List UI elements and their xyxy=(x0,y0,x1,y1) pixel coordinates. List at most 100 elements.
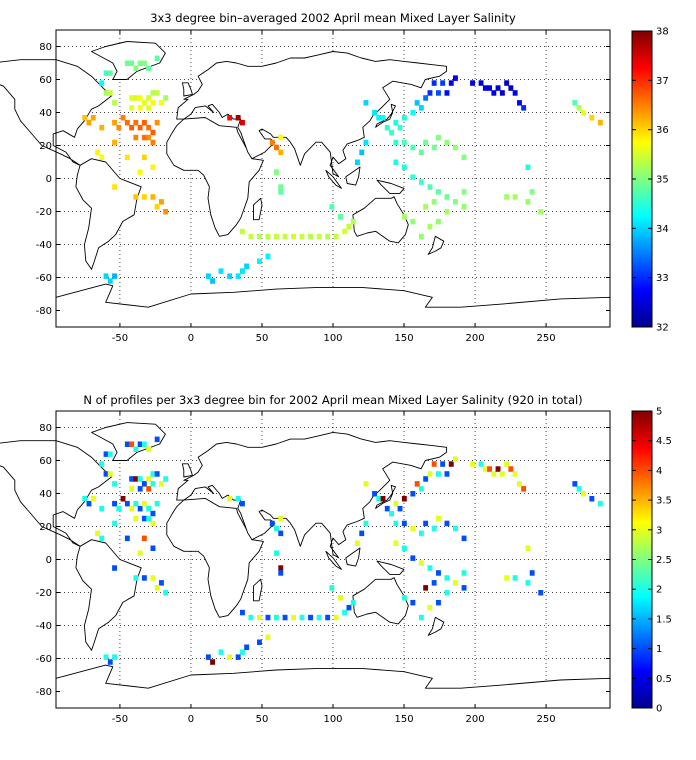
data-cell xyxy=(265,233,271,240)
data-cell xyxy=(418,530,424,537)
data-cell xyxy=(431,144,437,151)
data-cell xyxy=(393,119,399,126)
y-tick-label: -80 xyxy=(36,687,52,698)
colorbar-tick-label: 2.5 xyxy=(656,555,672,566)
data-cell xyxy=(159,481,164,487)
y-tick-label: -40 xyxy=(36,621,52,632)
data-cell xyxy=(141,154,147,161)
data-cell xyxy=(423,139,429,146)
data-cell xyxy=(461,535,467,542)
data-cell xyxy=(525,164,531,170)
landmass-new-zealand xyxy=(427,616,445,636)
data-cell xyxy=(129,124,135,131)
y-tick-label: 60 xyxy=(39,75,52,86)
data-cell xyxy=(129,105,135,111)
data-cell xyxy=(133,65,139,71)
landmass-new-zealand xyxy=(427,235,445,255)
data-cell xyxy=(120,115,126,121)
data-cell xyxy=(107,451,113,457)
data-cell xyxy=(154,436,160,443)
data-cell xyxy=(227,273,233,279)
data-cell xyxy=(504,461,510,467)
data-cell xyxy=(389,510,394,517)
data-cell xyxy=(589,496,595,502)
colorbar-tick-label: 3 xyxy=(656,525,662,536)
data-cell xyxy=(397,124,403,131)
data-cell xyxy=(525,199,531,205)
data-cell xyxy=(453,144,458,151)
data-cell xyxy=(355,540,360,546)
chart-title: N of profiles per 3x3 degree bin for 200… xyxy=(83,393,582,407)
x-tick-label: 0 xyxy=(188,333,194,344)
x-tick-label: 250 xyxy=(537,714,556,725)
data-cell xyxy=(112,100,117,106)
colorbar: 0 0.5 1 1.5 2 2.5 3 3.5 4 4.5 5 xyxy=(631,407,672,715)
data-cell xyxy=(240,609,245,616)
data-cell xyxy=(112,273,117,279)
data-cell xyxy=(597,119,603,126)
data-cell xyxy=(418,560,424,566)
data-cell xyxy=(154,119,160,126)
data-cell xyxy=(589,115,595,121)
data-cell xyxy=(363,100,369,106)
data-cell xyxy=(248,233,254,240)
data-cell xyxy=(436,189,441,195)
data-cell xyxy=(154,90,160,96)
data-cell xyxy=(99,124,105,131)
data-cell xyxy=(257,639,262,645)
data-cell xyxy=(308,614,313,621)
data-cell xyxy=(150,545,156,551)
y-tick-label: 60 xyxy=(39,456,52,467)
data-cell xyxy=(401,139,407,146)
data-cell xyxy=(133,476,139,482)
data-cell xyxy=(410,110,416,116)
data-cell xyxy=(141,194,147,200)
data-cell xyxy=(103,90,109,96)
data-cell xyxy=(257,258,262,264)
data-cell xyxy=(146,505,152,512)
data-cell xyxy=(427,471,433,477)
data-cell xyxy=(423,585,429,591)
data-cell xyxy=(401,214,407,220)
data-cell xyxy=(150,129,156,136)
data-cell xyxy=(240,228,245,235)
data-cell xyxy=(444,209,450,215)
data-cell xyxy=(133,515,139,522)
data-cell xyxy=(316,614,322,621)
colorbar-tick-label: 0.5 xyxy=(656,674,672,685)
data-cell xyxy=(444,194,450,200)
data-cell xyxy=(159,580,164,586)
data-cell xyxy=(154,471,160,477)
data-cell xyxy=(410,525,416,532)
data-cell xyxy=(146,446,152,452)
landmass-japan xyxy=(375,484,396,509)
data-cell xyxy=(265,634,271,641)
data-cell xyxy=(444,590,450,596)
data-cell xyxy=(504,80,510,86)
data-cell xyxy=(227,115,233,121)
data-cell xyxy=(150,575,156,581)
data-cell xyxy=(291,614,296,621)
data-cell xyxy=(154,55,160,62)
data-cell xyxy=(418,486,424,492)
data-cell xyxy=(427,90,433,96)
data-cell xyxy=(240,268,245,274)
data-cell xyxy=(146,65,152,71)
colorbar-ticks: 0 0.5 1 1.5 2 2.5 3 3.5 4 4.5 5 xyxy=(632,407,672,715)
data-cell xyxy=(150,481,156,487)
data-cell xyxy=(133,119,139,126)
data-cell xyxy=(112,520,117,527)
data-cell xyxy=(129,441,135,447)
data-cell xyxy=(418,233,424,240)
landmass-borneo xyxy=(345,166,361,186)
data-cell xyxy=(227,654,233,660)
y-tick-label: -60 xyxy=(36,273,52,284)
data-cell xyxy=(137,105,143,111)
data-cell xyxy=(235,115,241,121)
data-cell xyxy=(410,491,416,497)
colorbar-tick-label: 32 xyxy=(656,323,669,334)
data-cell xyxy=(274,614,279,621)
data-cell xyxy=(512,471,518,477)
data-cell xyxy=(141,119,147,126)
data-cell xyxy=(478,461,484,467)
